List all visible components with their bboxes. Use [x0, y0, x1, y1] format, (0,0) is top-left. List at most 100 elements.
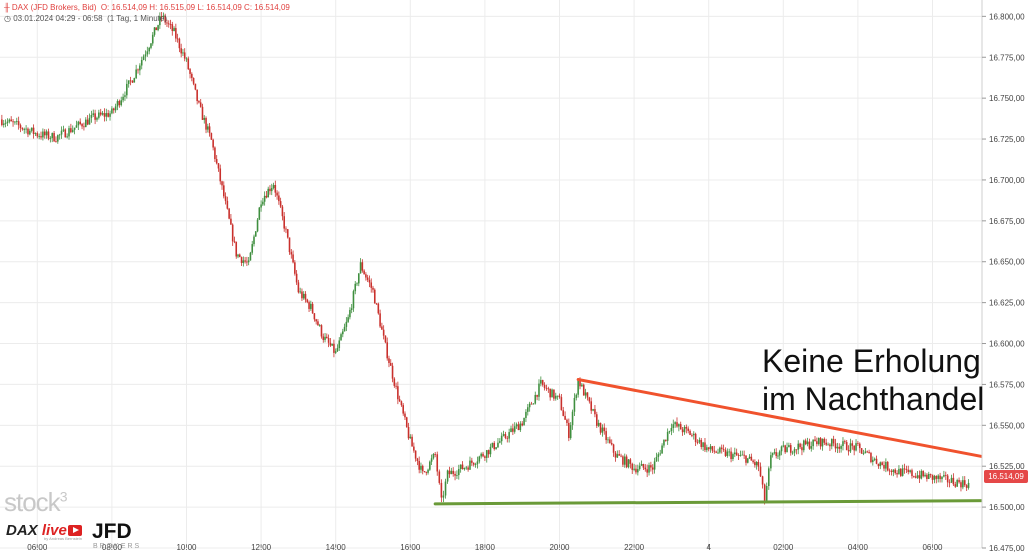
- candle: [590, 397, 593, 414]
- candle: [530, 401, 533, 405]
- candle: [691, 433, 693, 438]
- candle: [290, 249, 293, 259]
- candlestick-series: [1, 11, 970, 505]
- x-tick-label: 14:00: [326, 543, 347, 552]
- candle: [262, 197, 264, 207]
- candle: [899, 467, 902, 478]
- candle: [272, 182, 275, 190]
- candle: [860, 448, 863, 454]
- candle: [381, 322, 383, 330]
- candle: [64, 128, 67, 138]
- candle: [872, 456, 874, 466]
- candle: [253, 234, 255, 247]
- candle: [329, 338, 332, 347]
- candle: [405, 416, 408, 428]
- candle: [616, 450, 619, 459]
- candle: [133, 77, 136, 83]
- candle: [276, 190, 278, 200]
- candle: [819, 437, 822, 450]
- candle: [786, 442, 788, 453]
- candle: [683, 425, 686, 435]
- candle: [918, 470, 921, 484]
- candle: [566, 418, 568, 426]
- candle: [963, 476, 966, 487]
- candle: [135, 64, 137, 80]
- candle: [169, 19, 172, 30]
- candle: [943, 470, 945, 478]
- candle: [485, 449, 488, 463]
- candle: [267, 186, 270, 198]
- candle: [510, 425, 512, 433]
- candle: [127, 80, 130, 88]
- candle: [894, 468, 896, 475]
- candle: [803, 439, 805, 453]
- candle: [167, 20, 170, 28]
- candle: [806, 437, 809, 447]
- candle: [79, 118, 81, 126]
- candle: [534, 391, 537, 405]
- candle: [844, 439, 846, 445]
- candle: [459, 464, 462, 473]
- candle: [633, 463, 635, 472]
- candle: [423, 471, 426, 473]
- candle: [146, 46, 149, 57]
- candle: [208, 122, 211, 137]
- candle: [47, 128, 50, 141]
- candle: [363, 269, 365, 275]
- candle: [157, 24, 159, 32]
- x-tick-label: 4: [706, 543, 711, 552]
- y-tick-label: 16.525,00: [989, 462, 1025, 471]
- candle: [715, 450, 717, 454]
- candle: [629, 458, 632, 469]
- candle: [60, 126, 63, 139]
- candle: [661, 443, 663, 454]
- candle: [373, 288, 376, 304]
- candle: [444, 478, 447, 499]
- candle: [304, 291, 307, 303]
- candle: [618, 450, 620, 456]
- candle: [597, 419, 600, 428]
- candle: [318, 323, 321, 327]
- candle: [230, 213, 232, 225]
- candle: [622, 455, 624, 467]
- candle: [525, 409, 527, 422]
- candle: [506, 435, 509, 443]
- candle: [767, 466, 770, 490]
- candle: [651, 464, 654, 475]
- candle: [205, 116, 207, 134]
- candle: [648, 462, 650, 476]
- candle: [212, 138, 214, 151]
- candle: [182, 48, 184, 57]
- candle: [933, 474, 936, 484]
- candle: [114, 103, 117, 113]
- candle: [532, 403, 535, 405]
- candle: [331, 343, 333, 347]
- candle: [124, 91, 126, 101]
- x-tick-label: 22:00: [624, 543, 645, 552]
- candle: [480, 452, 482, 459]
- candle: [461, 461, 464, 470]
- clock-icon: ◷: [4, 14, 11, 23]
- candle: [235, 241, 238, 259]
- candle: [950, 474, 953, 484]
- candle: [521, 421, 523, 427]
- candle: [295, 270, 298, 285]
- candle: [30, 127, 33, 133]
- candle: [687, 426, 689, 434]
- candle: [103, 108, 106, 122]
- candle: [780, 445, 783, 456]
- candle: [178, 37, 181, 53]
- candle: [965, 484, 968, 491]
- candle: [696, 439, 699, 445]
- candle: [482, 451, 484, 458]
- candle: [512, 423, 514, 436]
- candle: [581, 382, 583, 387]
- candle: [720, 444, 723, 454]
- candle: [500, 432, 503, 445]
- candle: [71, 125, 74, 133]
- candle: [911, 468, 913, 479]
- candle: [771, 452, 774, 458]
- candle: [540, 376, 542, 387]
- candle: [810, 441, 813, 452]
